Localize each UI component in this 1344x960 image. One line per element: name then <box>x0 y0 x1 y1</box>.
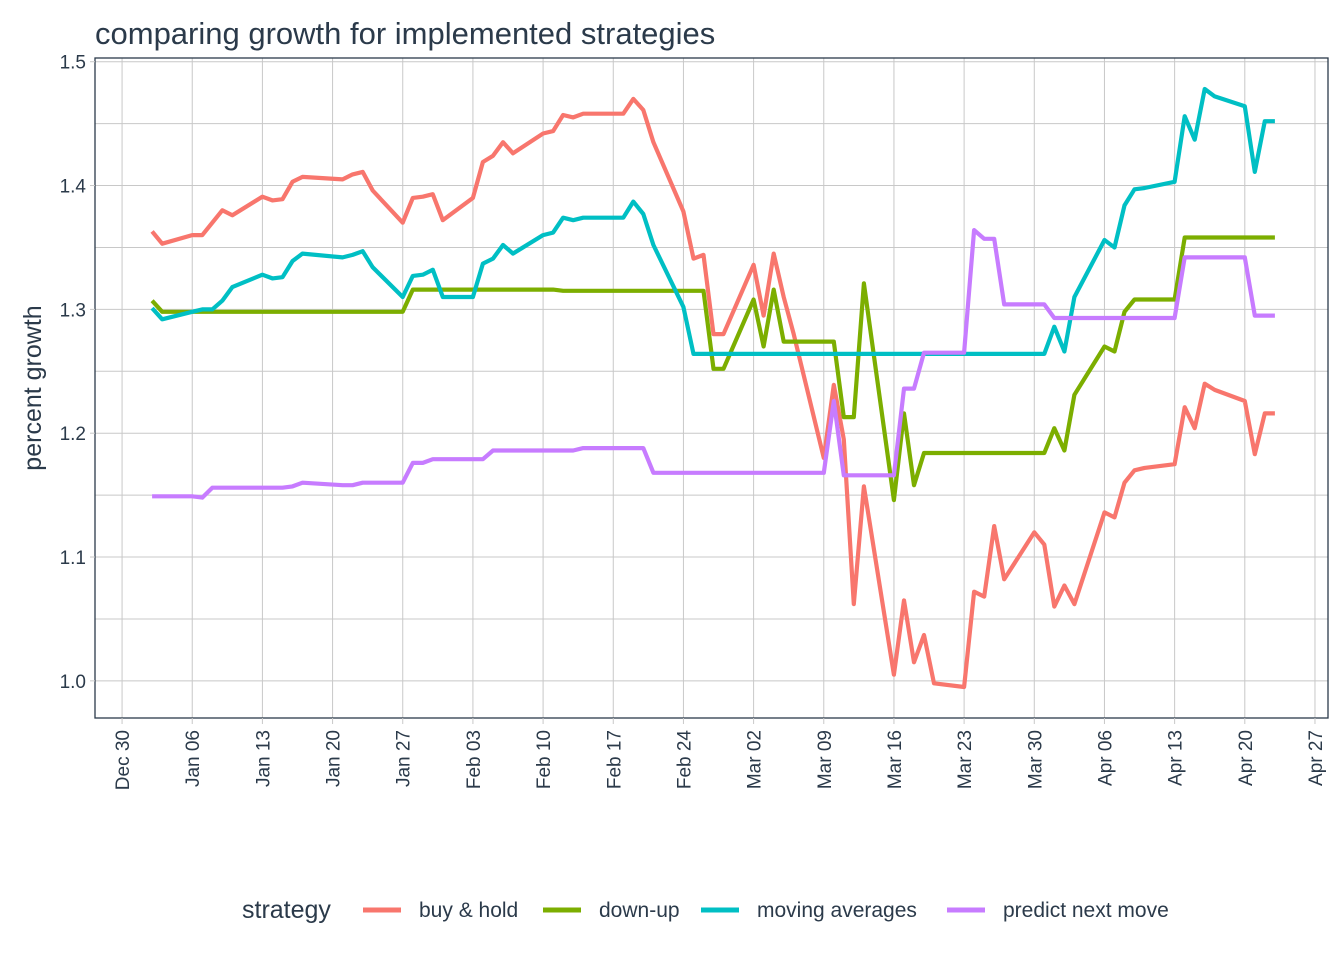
x-tick-label: Apr 13 <box>1166 730 1187 786</box>
legend-label: predict next move <box>1003 899 1169 922</box>
x-tick-label: Feb 17 <box>604 730 625 789</box>
y-axis-label: percent growth <box>19 305 47 470</box>
x-tick-label: Jan 13 <box>253 730 274 787</box>
plot-frame <box>94 57 1329 719</box>
y-tick-label: 1.4 <box>60 177 87 198</box>
y-tick-label: 1.3 <box>60 300 86 321</box>
chart-title: comparing growth for implemented strateg… <box>95 16 715 51</box>
series-line-down-up <box>150 235 1275 503</box>
y-tick-label: 1.0 <box>60 672 86 693</box>
x-tick-label: Apr 06 <box>1095 730 1116 786</box>
legend-label: down-up <box>599 899 680 922</box>
x-tick-label: Jan 06 <box>183 730 204 787</box>
x-axis-ticks: Dec 30 Jan 06 Jan 13 Jan 20 Jan 27 Feb 03 Feb … <box>113 718 1327 790</box>
x-tick-label: Mar 23 <box>955 730 976 789</box>
x-tick-label: Jan 27 <box>394 730 415 787</box>
y-tick-label: 1.1 <box>60 548 86 569</box>
series-lines <box>150 86 1275 690</box>
x-tick-label: Mar 09 <box>815 730 836 789</box>
legend-label: moving averages <box>757 899 917 922</box>
y-tick-label: 1.5 <box>60 53 86 74</box>
x-tick-label: Apr 20 <box>1236 730 1257 786</box>
legend-title: strategy <box>242 896 331 924</box>
x-tick-label: Jan 20 <box>324 730 345 787</box>
x-tick-label: Dec 30 <box>113 730 134 790</box>
series-line-moving-averages <box>150 86 1275 356</box>
legend-label: buy & hold <box>419 899 518 922</box>
series-line-buy-hold <box>150 96 1275 690</box>
legend: strategy buy & hold down-up moving average… <box>242 896 1169 924</box>
x-tick-label: Feb 03 <box>464 730 485 789</box>
series-line-predict-next-move <box>152 228 1275 500</box>
x-tick-label: Apr 27 <box>1306 730 1327 786</box>
x-tick-label: Feb 10 <box>534 730 555 789</box>
y-axis-ticks: 1.0 1.1 1.2 1.3 1.4 1.5 <box>60 53 95 693</box>
x-tick-label: Mar 16 <box>885 730 906 789</box>
y-tick-label: 1.2 <box>60 424 86 445</box>
x-gridlines <box>121 58 1316 718</box>
x-tick-label: Mar 02 <box>745 730 766 789</box>
x-tick-label: Mar 30 <box>1025 730 1046 789</box>
x-tick-label: Feb 24 <box>674 730 695 790</box>
